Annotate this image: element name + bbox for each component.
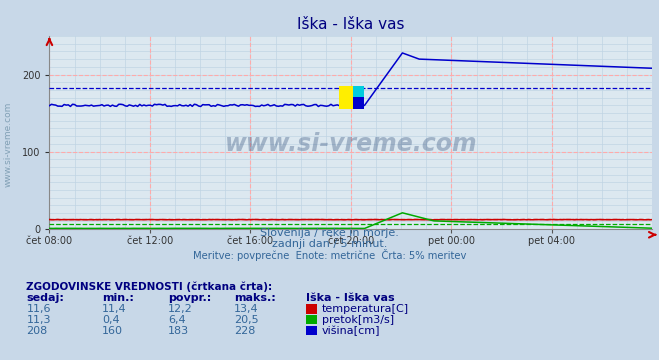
Text: ZGODOVINSKE VREDNOSTI (črtkana črta):: ZGODOVINSKE VREDNOSTI (črtkana črta): (26, 281, 272, 292)
Text: 11,4: 11,4 (102, 304, 127, 314)
Text: 228: 228 (234, 326, 255, 336)
Text: 11,6: 11,6 (26, 304, 51, 314)
Text: sedaj:: sedaj: (26, 293, 64, 303)
Text: 12,2: 12,2 (168, 304, 193, 314)
Text: Slovenija / reke in morje.: Slovenija / reke in morje. (260, 228, 399, 238)
Text: 6,4: 6,4 (168, 315, 186, 325)
Text: 11,3: 11,3 (26, 315, 51, 325)
Text: Meritve: povprečne  Enote: metrične  Črta: 5% meritev: Meritve: povprečne Enote: metrične Črta:… (193, 249, 466, 261)
Text: povpr.:: povpr.: (168, 293, 212, 303)
Text: Iška - Iška vas: Iška - Iška vas (306, 293, 395, 303)
Text: 20,5: 20,5 (234, 315, 258, 325)
Text: maks.:: maks.: (234, 293, 275, 303)
Text: www.si-vreme.com: www.si-vreme.com (225, 132, 477, 156)
Text: 208: 208 (26, 326, 47, 336)
Text: 13,4: 13,4 (234, 304, 258, 314)
Title: Iška - Iška vas: Iška - Iška vas (297, 17, 405, 32)
Text: 183: 183 (168, 326, 189, 336)
Text: temperatura[C]: temperatura[C] (322, 304, 409, 314)
Text: višina[cm]: višina[cm] (322, 325, 380, 336)
Text: pretok[m3/s]: pretok[m3/s] (322, 315, 393, 325)
Text: 160: 160 (102, 326, 123, 336)
Text: zadnji dan / 5 minut.: zadnji dan / 5 minut. (272, 239, 387, 249)
Text: min.:: min.: (102, 293, 134, 303)
Text: 0,4: 0,4 (102, 315, 120, 325)
Text: www.si-vreme.com: www.si-vreme.com (3, 101, 13, 187)
